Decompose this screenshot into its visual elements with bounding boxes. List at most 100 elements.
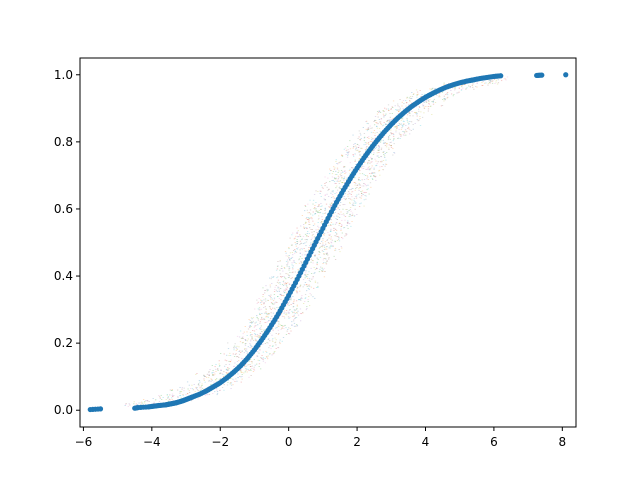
- band-point: [352, 202, 354, 204]
- band-point: [313, 236, 316, 238]
- band-point: [182, 394, 184, 395]
- band-point: [252, 317, 255, 319]
- band-point: [363, 140, 365, 142]
- band-point: [350, 210, 352, 212]
- band-point: [197, 384, 200, 385]
- band-point: [282, 280, 285, 282]
- band-point: [307, 250, 310, 252]
- band-point: [327, 242, 330, 243]
- band-point: [384, 145, 387, 146]
- band-point: [168, 398, 171, 400]
- band-point: [307, 274, 309, 275]
- band-point: [269, 353, 271, 355]
- band-point: [219, 389, 221, 391]
- band-point: [309, 213, 312, 215]
- x-axis: −6 −4 −2 0 2 4 6 8: [75, 427, 566, 449]
- band-point: [375, 160, 377, 162]
- band-point: [320, 209, 322, 210]
- band-point: [430, 89, 432, 91]
- band-point: [355, 195, 358, 197]
- band-point: [416, 91, 419, 93]
- band-point: [286, 330, 288, 332]
- band-point: [274, 289, 276, 290]
- band-point: [316, 262, 318, 264]
- band-point: [395, 126, 398, 128]
- band-point: [351, 221, 353, 222]
- data-point: [263, 330, 270, 336]
- band-point: [338, 193, 340, 195]
- band-point: [401, 124, 403, 126]
- band-point: [344, 173, 346, 174]
- band-point: [263, 319, 266, 320]
- band-point: [221, 387, 224, 388]
- band-point: [399, 109, 401, 111]
- band-point: [390, 108, 392, 109]
- band-point: [218, 378, 221, 380]
- band-point: [322, 244, 324, 246]
- band-point: [288, 257, 290, 259]
- band-point: [506, 76, 509, 78]
- band-point: [212, 393, 214, 394]
- band-point: [310, 216, 313, 218]
- band-point: [399, 107, 401, 109]
- band-point: [254, 322, 256, 324]
- band-point: [421, 94, 423, 95]
- band-point: [313, 231, 315, 233]
- data-point: [366, 148, 372, 154]
- band-point: [341, 154, 343, 156]
- band-point: [341, 182, 344, 183]
- band-point: [217, 368, 219, 369]
- band-point: [308, 233, 310, 235]
- band-point: [397, 111, 400, 112]
- band-point: [344, 193, 347, 195]
- band-point: [245, 369, 247, 371]
- band-point: [401, 116, 404, 118]
- band-point: [223, 365, 226, 367]
- band-point: [329, 245, 331, 247]
- band-point: [443, 95, 445, 97]
- band-point: [319, 243, 321, 244]
- band-point: [406, 96, 409, 98]
- band-point: [330, 228, 332, 230]
- band-point: [303, 242, 305, 244]
- band-point: [432, 101, 434, 103]
- band-point: [199, 390, 201, 391]
- band-point: [345, 172, 347, 174]
- band-point: [389, 119, 391, 121]
- band-point: [257, 359, 259, 361]
- band-point: [236, 349, 238, 350]
- band-point: [278, 287, 280, 289]
- band-point: [303, 284, 306, 286]
- band-point: [214, 366, 216, 368]
- band-point: [380, 121, 382, 123]
- band-point: [324, 199, 326, 201]
- band-point: [242, 338, 244, 339]
- band-point: [311, 235, 314, 237]
- band-point: [374, 135, 376, 136]
- band-point: [266, 351, 268, 353]
- band-point: [295, 235, 297, 237]
- band-point: [245, 339, 247, 341]
- band-point: [235, 346, 237, 348]
- band-point: [348, 201, 351, 203]
- band-point: [220, 369, 222, 371]
- band-point: [321, 245, 323, 247]
- band-point: [330, 238, 332, 240]
- band-point: [340, 237, 343, 238]
- band-point: [356, 143, 358, 145]
- band-point: [289, 267, 291, 269]
- band-point: [357, 138, 359, 139]
- band-point: [273, 303, 275, 305]
- band-point: [394, 126, 396, 127]
- band-point: [306, 217, 308, 218]
- band-point: [250, 322, 252, 323]
- band-point: [365, 128, 367, 130]
- band-point: [327, 254, 329, 256]
- band-point: [373, 172, 375, 173]
- band-point: [323, 258, 325, 259]
- band-point: [307, 236, 309, 237]
- band-point: [223, 371, 225, 373]
- band-point: [297, 270, 300, 272]
- band-point: [328, 173, 331, 175]
- band-point: [334, 223, 337, 225]
